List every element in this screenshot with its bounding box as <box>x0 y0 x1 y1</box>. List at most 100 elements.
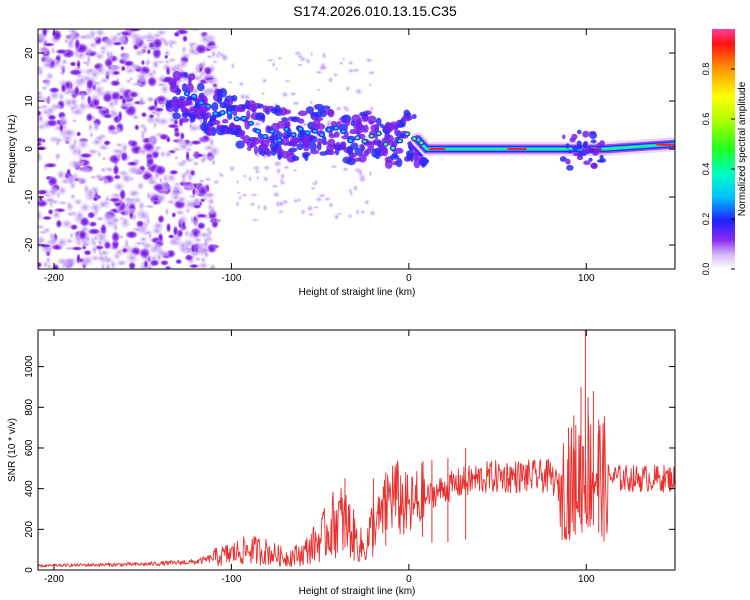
noise-blob <box>148 114 155 119</box>
noise-blob <box>76 131 82 137</box>
ridge-blob <box>589 132 598 139</box>
noise-blob <box>80 60 91 65</box>
noise-blob <box>274 67 279 71</box>
noise-blob <box>249 193 259 197</box>
ridge-bead-core <box>419 141 424 145</box>
noise-blob <box>317 192 327 199</box>
noise-blob <box>316 88 321 92</box>
noise-blob <box>188 41 195 49</box>
noise-blob <box>132 43 140 51</box>
noise-blob <box>125 230 139 239</box>
noise-blob <box>141 241 154 250</box>
ridge-blob <box>176 100 184 107</box>
noise-blob <box>275 167 282 175</box>
noise-blob <box>291 100 301 106</box>
noise-blob <box>197 261 210 269</box>
noise-blob <box>90 185 100 195</box>
noise-blob <box>323 196 332 202</box>
ridge-blob <box>319 110 327 118</box>
noise-blob <box>199 70 206 77</box>
noise-blob <box>332 72 339 78</box>
noise-blob <box>165 172 177 184</box>
snr-xtick-label: 100 <box>578 574 595 585</box>
noise-blob <box>199 34 212 45</box>
noise-blob <box>91 98 101 108</box>
noise-blob <box>188 120 194 131</box>
noise-blob <box>334 105 343 112</box>
noise-blob <box>177 59 189 69</box>
noise-blob <box>254 169 261 175</box>
noise-blob <box>38 145 48 151</box>
noise-blob <box>52 29 62 42</box>
noise-blob <box>194 256 202 262</box>
ridge-blob <box>559 156 567 162</box>
ridge-blob <box>409 152 414 163</box>
noise-blob <box>181 45 187 54</box>
colorbar-ticks: 0.0 0.2 0.4 0.6 0.8 <box>701 63 735 275</box>
ridge-bead-core <box>242 117 246 120</box>
noise-blob <box>70 96 78 108</box>
noise-blob <box>296 63 304 67</box>
snr-frame <box>37 329 676 571</box>
noise-blob <box>277 200 285 208</box>
noise-blob <box>110 110 120 117</box>
noise-blob <box>131 82 143 87</box>
noise-blob <box>347 60 355 66</box>
ridge-blob <box>599 140 605 147</box>
ridge-blob <box>168 78 177 86</box>
ridge-blob <box>358 154 367 163</box>
noise-blob <box>138 95 145 108</box>
colorbar-tick-label: 0.4 <box>701 163 711 176</box>
noise-blob <box>120 103 134 108</box>
ridge-blob <box>187 73 196 81</box>
noise-blob <box>315 196 323 203</box>
snr-ytick-label: 800 <box>24 399 35 416</box>
noise-blob <box>144 57 152 68</box>
noise-blob <box>38 110 42 117</box>
snr-series <box>38 330 675 568</box>
noise-blob <box>145 156 155 167</box>
noise-blob <box>174 209 186 216</box>
noise-blob <box>200 256 207 264</box>
noise-blob <box>188 29 201 32</box>
colorbar-gradient <box>712 29 735 269</box>
noise-blob <box>67 29 80 36</box>
ridge-blob <box>318 123 325 130</box>
ridge-blob <box>576 146 583 150</box>
noise-blob <box>39 243 52 248</box>
noise-blob <box>271 61 276 69</box>
noise-blob <box>262 204 268 212</box>
snr-xtick-label: -100 <box>221 574 241 585</box>
ridge-blob <box>257 103 264 109</box>
ridge-blob <box>588 157 593 162</box>
ridge-blob <box>566 164 574 171</box>
noise-blob <box>109 259 117 269</box>
spectrogram-ridge <box>164 70 675 171</box>
noise-blob <box>306 204 314 212</box>
spectrogram-ytick-label: -10 <box>24 189 35 204</box>
noise-blob <box>199 156 207 164</box>
noise-blob <box>131 32 143 45</box>
noise-blob <box>87 211 96 219</box>
noise-blob <box>141 59 145 66</box>
ridge-blob <box>583 160 591 166</box>
ridge-blob <box>197 82 205 92</box>
noise-blob <box>263 164 271 171</box>
ridge-bead-core <box>362 140 367 143</box>
noise-blob <box>112 41 123 46</box>
ridge-blob <box>363 124 369 133</box>
noise-blob <box>327 201 334 209</box>
noise-blob <box>108 128 119 136</box>
noise-blob <box>238 194 242 201</box>
noise-blob <box>58 122 64 133</box>
noise-blob <box>58 91 65 102</box>
ridge-blob <box>231 95 238 102</box>
noise-blob <box>135 70 149 83</box>
noise-blob <box>55 48 69 55</box>
ridge-blob <box>356 124 366 133</box>
noise-blob <box>238 81 245 87</box>
noise-blob <box>368 82 372 87</box>
noise-blob <box>120 45 125 51</box>
ridge-blob <box>309 149 320 155</box>
noise-blob <box>60 218 74 229</box>
